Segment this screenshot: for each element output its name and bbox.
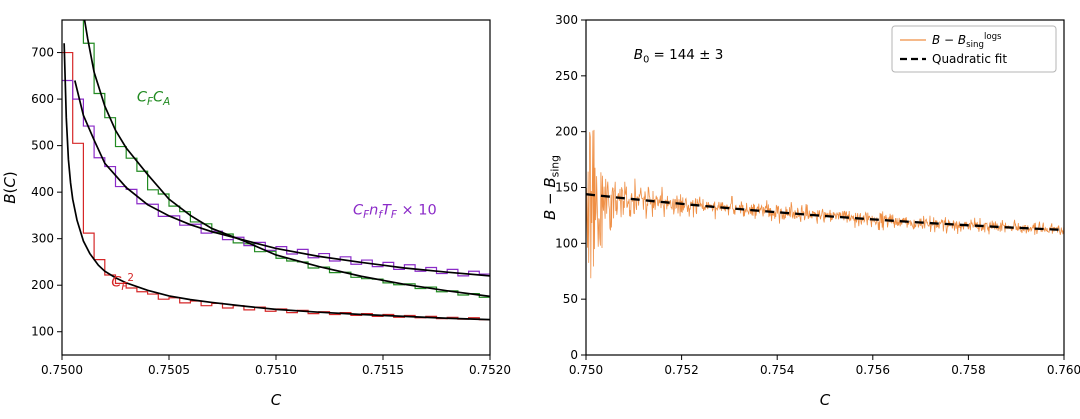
x-tick-label: 0.752	[664, 363, 698, 377]
label-cf2: CF2	[111, 272, 134, 293]
b0-annotation: B0 = 144 ± 3	[634, 47, 724, 65]
y-tick-label: 100	[31, 325, 54, 339]
b-minus-bsing-logs-data	[586, 129, 1064, 279]
y-tick-label: 300	[555, 13, 578, 27]
y-tick-label: 400	[31, 185, 54, 199]
label-cfnftf: CFnfTF × 10	[353, 202, 437, 220]
x-tick-label: 0.756	[856, 363, 890, 377]
y-tick-label: 100	[555, 236, 578, 250]
y-tick-label: 250	[555, 69, 578, 83]
right-axes-ticks: 0.750 0.752 0.754 0.756 0.758 0.760 0 50 100 150 2…	[555, 13, 1080, 377]
cfca-fit-curve	[83, 20, 490, 298]
cfnftf-fit-curve	[74, 80, 490, 277]
quadratic-fit-curve	[586, 193, 1064, 232]
right-legend: B − Bsinglogs Quadratic fit	[891, 25, 1057, 73]
x-tick-label: 0.7500	[41, 363, 83, 377]
right-plot-area	[586, 129, 1064, 279]
legend-data-series: B − Bsinglogs	[932, 32, 1002, 50]
x-tick-label: 0.760	[1047, 363, 1080, 377]
y-tick-label: 200	[31, 278, 54, 292]
x-tick-label: 0.7510	[255, 363, 297, 377]
legend-box	[891, 25, 1057, 73]
left-axes-ticks: 0.7500 0.7505 0.7510 0.7515 0.7520 100 200 300 4…	[31, 46, 511, 377]
y-tick-label: 0	[570, 348, 578, 362]
cfnftf-histogram	[62, 79, 490, 277]
x-tick-label: 0.7505	[148, 363, 190, 377]
right-y-axis-label: B − Bsing	[541, 155, 562, 220]
cf2-fit-curve	[63, 43, 490, 321]
x-tick-label: 0.754	[760, 363, 794, 377]
y-tick-label: 600	[31, 92, 54, 106]
right-chart-svg: 0.750 0.752 0.754 0.756 0.758 0.760 0 50 100 150 2…	[541, 13, 1080, 409]
y-tick-label: 300	[31, 232, 54, 246]
y-tick-label: 150	[555, 181, 578, 195]
y-tick-label: 200	[555, 125, 578, 139]
figure-right: 0.750 0.752 0.754 0.756 0.758 0.760 0 50 100 150 2…	[540, 0, 1080, 419]
left-chart-svg: 0.7500 0.7505 0.7510 0.7515 0.7520 100 200 300 4…	[1, 19, 511, 409]
y-tick-label: 700	[31, 46, 54, 60]
y-tick-label: 500	[31, 139, 54, 153]
y-tick-label: 50	[563, 292, 578, 306]
x-tick-label: 0.758	[951, 363, 985, 377]
right-x-axis-label: C	[820, 391, 831, 409]
left-y-axis-label: B(C)	[1, 171, 19, 204]
x-tick-label: 0.7520	[469, 363, 511, 377]
left-x-axis-label: C	[271, 391, 282, 409]
left-plot-area	[62, 20, 490, 321]
label-cfca: CFCA	[137, 89, 170, 107]
x-tick-label: 0.750	[569, 363, 603, 377]
figure-left: 0.7500 0.7505 0.7510 0.7515 0.7520 100 200 300 4…	[1, 19, 511, 409]
legend-quadratic-fit: Quadratic fit	[932, 52, 1007, 66]
x-tick-label: 0.7515	[362, 363, 404, 377]
